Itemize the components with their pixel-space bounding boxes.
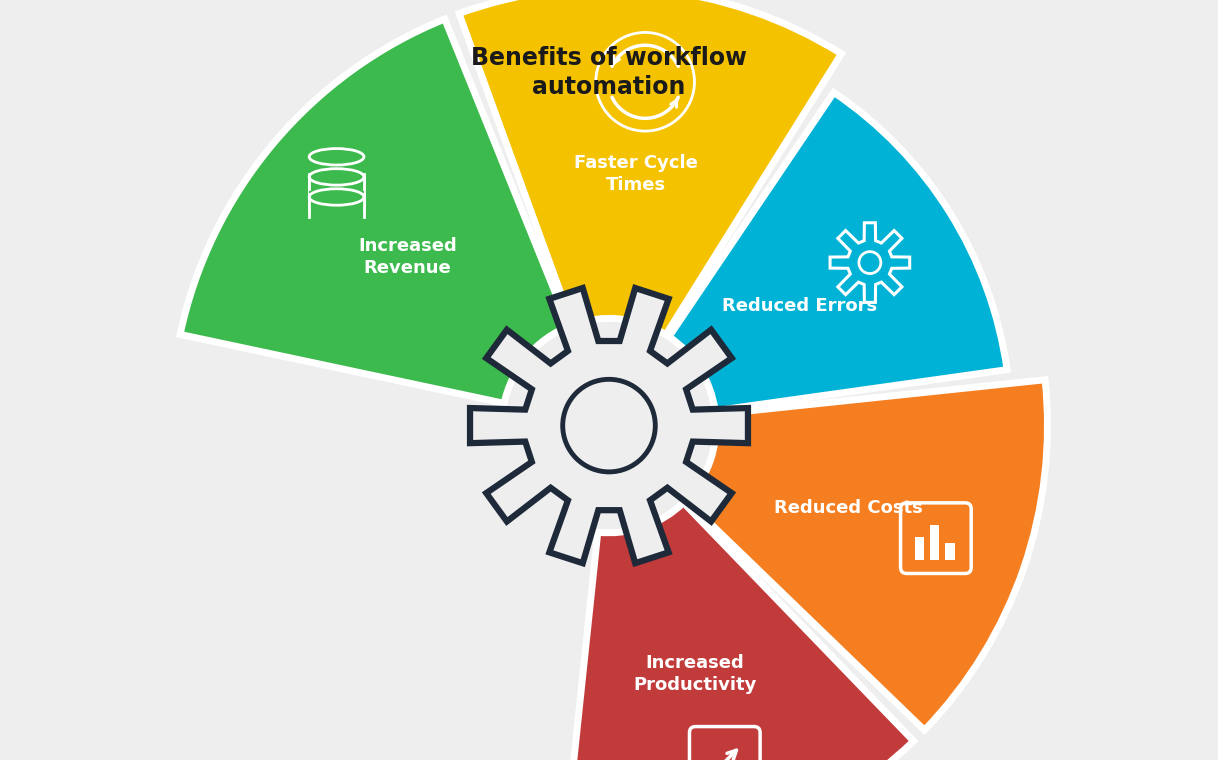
Wedge shape	[459, 0, 842, 334]
Wedge shape	[686, 380, 1047, 730]
Text: Benefits of workflow
automation: Benefits of workflow automation	[471, 46, 747, 100]
Circle shape	[563, 379, 655, 472]
Wedge shape	[669, 93, 1007, 410]
Polygon shape	[309, 188, 364, 209]
Bar	[309, 177, 364, 197]
Text: Faster Cycle
Times: Faster Cycle Times	[574, 154, 698, 194]
Polygon shape	[470, 288, 748, 563]
Text: Reduced Errors: Reduced Errors	[722, 297, 877, 315]
Text: Increased
Revenue: Increased Revenue	[358, 236, 457, 277]
Bar	[309, 197, 364, 217]
Wedge shape	[180, 19, 569, 404]
Polygon shape	[309, 169, 364, 188]
Text: Increased
Productivity: Increased Productivity	[633, 654, 756, 695]
Text: Reduced Costs: Reduced Costs	[773, 499, 922, 517]
Bar	[915, 537, 924, 560]
Bar	[931, 525, 939, 560]
Wedge shape	[563, 502, 914, 760]
Bar	[945, 543, 955, 560]
